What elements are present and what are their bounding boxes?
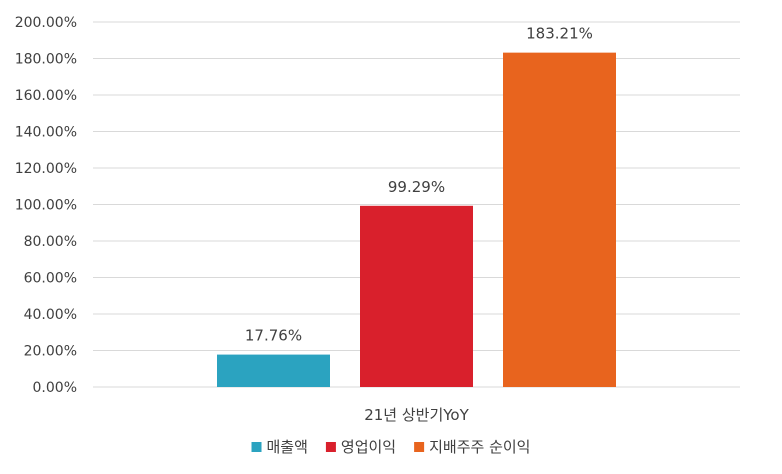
y-tick-label: 40.00% xyxy=(24,307,77,323)
y-axis-tick-labels: 0.00% 20.00% 40.00% 60.00% 80.00% 100.00% 120.… xyxy=(15,15,77,396)
y-tick-label: 100.00% xyxy=(15,198,77,214)
data-label-1: 17.76% xyxy=(245,327,302,345)
legend-label: 매출액 xyxy=(267,438,308,456)
legend-label: 영업이익 xyxy=(341,438,396,456)
legend-item-3: 지배주주 순이익 xyxy=(414,438,530,456)
bar-1 xyxy=(217,354,330,387)
y-tick-label: 60.00% xyxy=(24,271,77,287)
legend: 매출액 영업이익 지배주주 순이익 xyxy=(251,438,530,456)
y-tick-label: 120.00% xyxy=(15,161,77,177)
legend-item-2: 영업이익 xyxy=(325,438,396,456)
y-tick-label: 160.00% xyxy=(15,88,77,104)
legend-swatch xyxy=(414,442,425,452)
data-label-2: 99.29% xyxy=(388,178,445,196)
y-tick-label: 200.00% xyxy=(15,15,77,31)
bar-2 xyxy=(360,205,473,387)
bars xyxy=(217,52,616,387)
legend-swatch xyxy=(251,442,262,452)
data-label-3: 183.21% xyxy=(526,25,593,43)
x-axis-category-labels: 21년 상반기YoY xyxy=(364,406,469,424)
data-labels: 17.76% 99.29% 183.21% xyxy=(245,25,593,345)
y-tick-label: 80.00% xyxy=(24,234,77,250)
y-tick-label: 180.00% xyxy=(15,52,77,68)
y-tick-label: 0.00% xyxy=(33,380,77,396)
legend-swatch xyxy=(325,442,336,452)
legend-item-1: 매출액 xyxy=(251,438,308,456)
legend-label: 지배주주 순이익 xyxy=(429,438,530,456)
y-tick-label: 20.00% xyxy=(24,344,77,360)
y-tick-label: 140.00% xyxy=(15,125,77,141)
category-label: 21년 상반기YoY xyxy=(364,406,469,424)
bar-3 xyxy=(503,52,616,387)
